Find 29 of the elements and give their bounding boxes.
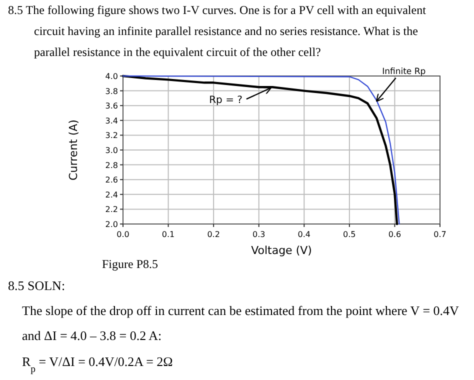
x-tick-label: 0.4 <box>298 230 311 239</box>
y-tick-label: 3.0 <box>105 146 118 155</box>
text: The slope of the drop off in current can be estimated from the point where V = 0.4V <box>22 303 460 318</box>
x-tick-label: 0.5 <box>343 230 356 239</box>
x-tick-label: 0.2 <box>207 230 220 239</box>
annotation: Infinite Rp <box>382 66 426 77</box>
caption: Figure P8.5 <box>102 257 158 271</box>
x-axis-title: Voltage (V) <box>251 244 312 257</box>
text: and ΔI = 4.0 – 3.8 = 0.2 A: <box>22 328 162 343</box>
y-tick-label: 2.0 <box>105 220 118 229</box>
chart-title: 8.5 The following figure shows two I-V curves. One is for a PV cell with an equivalent circuit having an infinite parallel resistance and no series resistance. What is the parallel resistance in the equivalent circuit of the other cell? <box>8 3 427 59</box>
x-tick-label: 0.1 <box>162 230 175 239</box>
y-tick-label: 2.8 <box>105 160 118 170</box>
x-tick-label: 0.7 <box>434 230 446 239</box>
y-tick-label: 3.6 <box>105 102 118 111</box>
y-tick-label: 3.8 <box>105 86 118 96</box>
y-tick-label: 2.6 <box>105 176 118 185</box>
text: R$_{p}$ = V/ΔI = 0.4V/0.2A = 2Ω <box>22 354 173 374</box>
y-axis-title: Current (A) <box>67 120 80 180</box>
y-tick-label: 2.2 <box>105 205 118 214</box>
text: 8.5 SOLN: <box>8 278 66 293</box>
y-tick-label: 3.2 <box>105 131 118 140</box>
y-tick-label: 2.4 <box>105 190 118 200</box>
annotation: Rp = ? <box>209 95 242 106</box>
y-tick-label: 4.0 <box>105 72 118 81</box>
x-tick-label: 0.3 <box>252 230 266 239</box>
y-tick-label: 3.4 <box>105 116 118 126</box>
x-tick-label: 0.0 <box>116 230 130 239</box>
x-tick-label: 0.6 <box>388 230 402 239</box>
